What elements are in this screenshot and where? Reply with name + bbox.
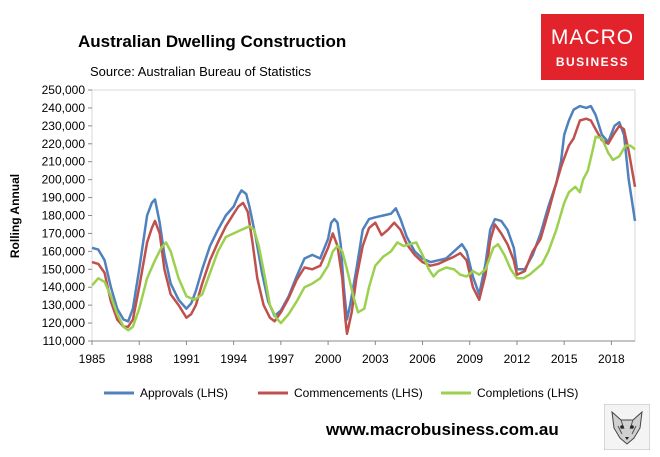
y-tick-label: 230,000 — [42, 119, 86, 133]
y-tick-label: 170,000 — [42, 226, 86, 240]
x-tick-label: 1985 — [79, 352, 106, 366]
macro-business-logo[interactable]: MACRO BUSINESS — [541, 14, 644, 80]
x-axis: 1985 1988 1991 1994 1997 2000 2003 2006 2009 2012… — [79, 340, 635, 366]
y-tick-label: 210,000 — [42, 155, 86, 169]
y-tick-label: 160,000 — [42, 244, 86, 258]
x-tick-label: 1997 — [268, 352, 295, 366]
x-tick-label: 2018 — [598, 352, 625, 366]
y-tick-label: 190,000 — [42, 191, 86, 205]
y-tick-label: 250,000 — [42, 83, 86, 97]
y-tick-label: 180,000 — [42, 209, 86, 223]
x-tick-label: 1991 — [173, 352, 200, 366]
series-lines — [91, 104, 637, 336]
y-tick-label: 200,000 — [42, 173, 86, 187]
y-tick-label: 220,000 — [42, 137, 86, 151]
x-tick-label: 1988 — [126, 352, 153, 366]
chart-legend: Approvals (LHS) Commencements (LHS) Comple… — [104, 386, 578, 400]
y-tick-label: 110,000 — [43, 334, 86, 348]
y-tick-label: 140,000 — [42, 280, 86, 294]
legend-label-approvals: Approvals (LHS) — [140, 386, 228, 400]
x-tick-label: 1994 — [220, 352, 247, 366]
x-tick-label: 2009 — [456, 352, 483, 366]
x-tick-label: 2006 — [409, 352, 436, 366]
chart-source: Source: Australian Bureau of Statistics — [90, 64, 312, 79]
y-tick-label: 130,000 — [42, 298, 86, 312]
x-tick-label: 2000 — [315, 352, 342, 366]
series-line-commencements — [91, 117, 637, 336]
fox-mascot-icon — [604, 404, 650, 450]
x-tick-label: 2012 — [504, 352, 531, 366]
legend-label-commencements: Commencements (LHS) — [294, 386, 423, 400]
x-tick-label: 2003 — [362, 352, 389, 366]
logo-line-business: BUSINESS — [555, 55, 630, 69]
y-tick-label: 120,000 — [42, 316, 86, 330]
series-line-completions — [91, 135, 636, 332]
series-line-approvals — [91, 104, 637, 323]
x-tick-label: 2015 — [551, 352, 578, 366]
chart-title: Australian Dwelling Construction — [78, 32, 347, 51]
y-tick-label: 240,000 — [42, 101, 86, 115]
y-axis-label: Rolling Annual — [8, 174, 22, 258]
y-axis: 110,000 120,000 130,000 140,000 150,000 160,0… — [42, 83, 92, 348]
logo-line-macro: MACRO — [550, 26, 635, 49]
website-url[interactable]: www.macrobusiness.com.au — [326, 420, 559, 439]
legend-label-completions: Completions (LHS) — [477, 386, 578, 400]
y-tick-label: 150,000 — [42, 262, 86, 276]
plot-area-border — [91, 89, 636, 342]
